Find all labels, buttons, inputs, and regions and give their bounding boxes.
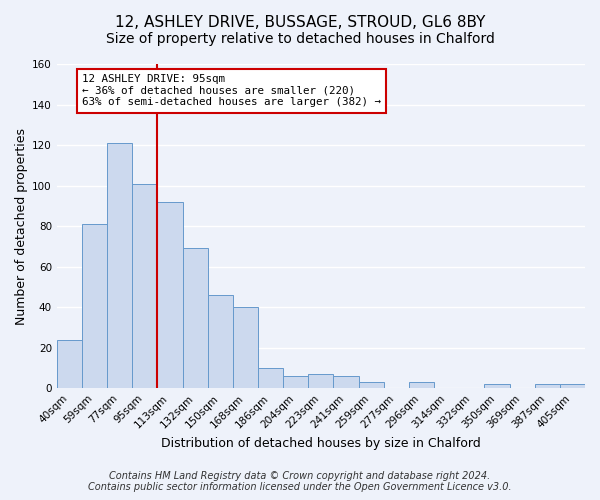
Text: Size of property relative to detached houses in Chalford: Size of property relative to detached ho… [106,32,494,46]
Bar [334,376,359,388]
Text: 12 ASHLEY DRIVE: 95sqm
← 36% of detached houses are smaller (220)
63% of semi-de: 12 ASHLEY DRIVE: 95sqm ← 36% of detached… [82,74,381,108]
Bar [82,224,107,388]
Bar [182,248,208,388]
Text: Contains HM Land Registry data © Crown copyright and database right 2024.
Contai: Contains HM Land Registry data © Crown c… [88,471,512,492]
Bar [132,184,157,388]
Bar [409,382,434,388]
Bar [535,384,560,388]
Y-axis label: Number of detached properties: Number of detached properties [15,128,28,324]
Text: 12, ASHLEY DRIVE, BUSSAGE, STROUD, GL6 8BY: 12, ASHLEY DRIVE, BUSSAGE, STROUD, GL6 8… [115,15,485,30]
Bar [208,295,233,388]
Bar [57,340,82,388]
Bar [283,376,308,388]
Bar [258,368,283,388]
Bar [107,143,132,388]
Bar [308,374,334,388]
Bar [157,202,182,388]
Bar [484,384,509,388]
Bar [359,382,384,388]
X-axis label: Distribution of detached houses by size in Chalford: Distribution of detached houses by size … [161,437,481,450]
Bar [233,308,258,388]
Bar [560,384,585,388]
